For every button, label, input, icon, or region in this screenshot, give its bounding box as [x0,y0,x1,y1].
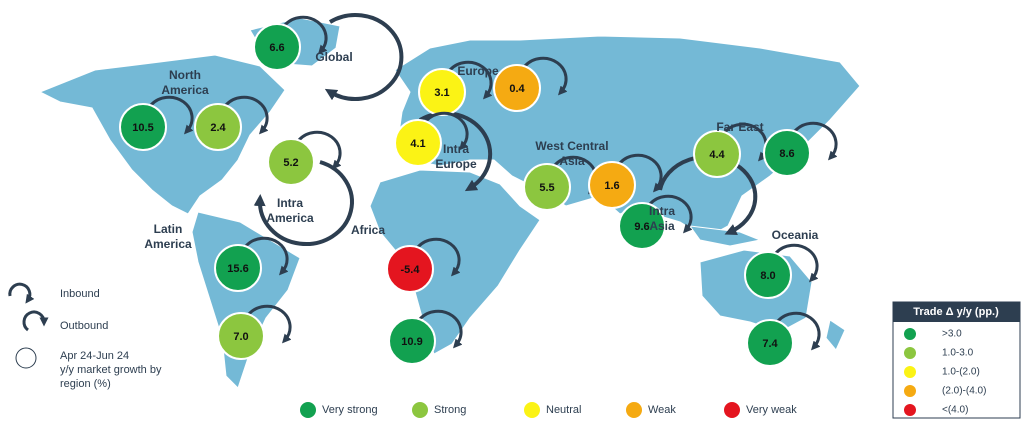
region-bubble [386,245,434,293]
region-label: West Central [535,139,608,153]
outbound-arrow [244,236,289,276]
region-value: 1.6 [604,180,619,192]
region-value: 8.0 [760,270,775,282]
region-label: Oceania [772,228,819,242]
region-bubble [194,103,242,151]
strength-swatch [412,402,428,418]
region-label: America [266,211,314,225]
region-bubble [267,138,315,186]
region-value: -5.4 [401,264,421,276]
region-bubble [217,312,265,360]
outbound-arrow [418,309,463,349]
trade-legend: Trade Δ y/y (pp.) >3.0 1.0-3.0 1.0-(2.0) (2… [892,301,1021,419]
trade-swatch [904,347,916,359]
region-value: 0.4 [509,83,525,95]
region-bubble [253,23,301,71]
outbound-arrow [149,95,194,135]
region-value: 10.9 [401,336,422,348]
outbound-arrow [224,95,269,135]
key: Inbound Outbound Apr 24-Jun 24 y/y marke… [8,282,162,390]
strength-swatch [626,402,642,418]
outbound-arrow [416,237,461,277]
strength-label: Strong [434,404,466,416]
trade-label: <(4.0) [942,405,968,416]
trade-swatch [904,328,916,340]
region-label: Intra [443,142,469,156]
region-label: Asia [559,154,585,168]
region-bubble [493,64,541,112]
region-label: Intra [277,196,303,210]
region-bubble [746,319,794,367]
strength-label: Weak [648,404,676,416]
region-label: Latin [154,222,183,236]
strength-swatch [300,402,316,418]
region-label: Global [315,50,352,64]
strength-label: Neutral [546,404,581,416]
region-value: 3.1 [434,87,449,99]
trade-swatch [904,385,916,397]
region-bubble [119,103,167,151]
region-label: Intra [649,204,675,218]
outbound-arrow [776,311,821,351]
trade-label: 1.0-3.0 [942,348,974,359]
region-bubble [523,163,571,211]
region-label: Africa [351,223,385,237]
region-value: 15.6 [227,263,248,275]
region-value: 6.6 [269,42,284,54]
key-bubble: region (%) [60,378,111,390]
region-value: 7.4 [762,338,778,350]
region-bubble [618,202,666,250]
region-value: 5.2 [283,157,298,169]
region-label: North [169,68,201,82]
region-label: Europe [435,157,477,171]
strength-swatch [724,402,740,418]
outbound-arrow [247,304,292,344]
region-bubble [693,130,741,178]
region-value: 10.5 [132,122,153,134]
outbound-arrow [424,111,469,151]
trade-label: (2.0)-(4.0) [942,386,986,397]
strength-legend: Very strong Strong Neutral Weak Very weak [300,402,797,418]
region-value: 9.6 [634,221,649,233]
trade-swatch [904,366,916,378]
region-bubble [214,244,262,292]
region-label: Asia [649,219,675,233]
outbound-arrow [793,121,838,161]
key-inbound: Inbound [60,288,100,300]
strength-label: Very weak [746,404,797,416]
trade-swatch [904,404,916,416]
outbound-arrow [648,194,693,234]
outbound-arrow [774,243,819,283]
outbound-arrow [448,60,493,100]
region-label: Far East [716,120,763,134]
region-bubble [744,251,792,299]
outbound-arrow [297,130,342,170]
region-value: 4.1 [410,138,425,150]
outbound-arrow [523,56,568,96]
region-value: 5.5 [539,182,554,194]
trade-label: >3.0 [942,329,962,340]
key-bubble: y/y market growth by [60,364,162,376]
region-value: 4.4 [709,149,725,161]
region-bubble [418,68,466,116]
region-label: America [144,237,192,251]
region-bubble [763,129,811,177]
region-value: 2.4 [210,122,226,134]
trade-legend-title: Trade Δ y/y (pp.) [913,306,999,318]
key-outbound: Outbound [60,320,108,332]
key-bubble: Apr 24-Jun 24 [60,350,129,362]
region-bubble [588,161,636,209]
outbound-arrow [283,15,328,55]
region-bubble [388,317,436,365]
region-value: 8.6 [779,148,794,160]
outbound-arrow [618,153,663,193]
strength-label: Very strong [322,404,378,416]
strength-swatch [524,402,540,418]
region-label: America [161,83,209,97]
region-label: Europe [457,64,499,78]
region-bubble [394,119,442,167]
region-value: 7.0 [233,331,248,343]
trade-label: 1.0-(2.0) [942,367,980,378]
